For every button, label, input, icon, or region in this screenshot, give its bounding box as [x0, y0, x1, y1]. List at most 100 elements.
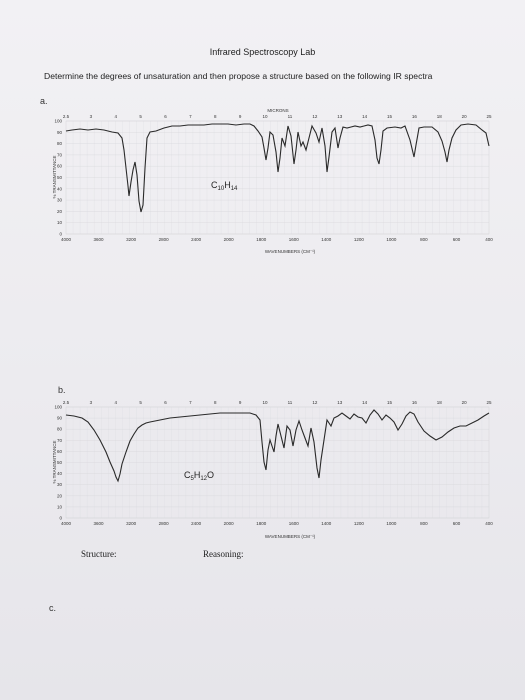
spectrum-b-micron-tick-label: 6 [164, 400, 167, 405]
spectrum-b-micron-tick-label: 4 [115, 400, 118, 405]
spectrum-b-micron-tick-label: 11 [288, 400, 293, 405]
spectrum-a-x-axis-label: WAVENUMBERS (CM⁻¹) [265, 249, 316, 254]
spectrum-a-micron-tick-label: 5 [139, 114, 142, 119]
spectrum-a-y-tick-label: 70 [57, 152, 63, 157]
spectrum-a-x-tick-label: 1800 [256, 237, 267, 242]
spectrum-a-y-tick-label: 30 [57, 198, 63, 203]
spectrum-a-micron-tick-label: 13 [337, 114, 343, 119]
spectrum-a-micron-tick-label: 4 [115, 114, 118, 119]
spectrum-a-x-tick-label: 4000 [61, 237, 72, 242]
spectrum-a-y-tick-label: 0 [59, 232, 62, 237]
spectrum-a-x-tick-label: 3600 [94, 237, 105, 242]
spectrum-b-micron-tick-label: 5 [139, 400, 142, 405]
spectrum-a-micron-tick-label: 15 [387, 114, 393, 119]
spectrum-a-y-tick-label: 60 [57, 164, 63, 169]
spectrum-b-x-tick-label: 400 [485, 521, 493, 526]
spectrum-b-micron-tick-label: 20 [462, 400, 468, 405]
spectrum-b-x-tick-label: 1000 [386, 521, 397, 526]
spectrum-b-x-tick-label: 1400 [321, 521, 332, 526]
spectrum-b-micron-tick-label: 25 [486, 400, 492, 405]
spectrum-a-x-tick-label: 1000 [386, 237, 397, 242]
spectrum-a-micron-tick-label: 10 [263, 114, 269, 119]
spectrum-b-x-tick-label: 3200 [126, 521, 137, 526]
spectrum-b-x-tick-label: 3600 [94, 521, 105, 526]
spectrum-a-y-tick-label: 40 [57, 186, 63, 191]
spectrum-a-micron-tick-label: 25 [486, 114, 492, 119]
spectrum-b-micron-tick-label: 14 [362, 400, 368, 405]
spectrum-a-x-tick-label: 400 [485, 237, 493, 242]
spectrum-a-micron-tick-label: 6 [164, 114, 167, 119]
spectrum-b-micron-tick-label: 2.5 [63, 400, 70, 405]
spectrum-b-micron-tick-label: 7 [189, 400, 192, 405]
spectrum-a-y-tick-label: 90 [57, 130, 63, 135]
spectrum-a-micron-tick-label: 11 [288, 114, 293, 119]
spectrum-b-micron-tick-label: 10 [263, 400, 269, 405]
spectrum-b-x-tick-label: 2400 [191, 521, 202, 526]
spectrum-b-micron-tick-label: 8 [214, 400, 217, 405]
spectrum-a-x-tick-label: 1600 [289, 237, 300, 242]
reasoning-label: Reasoning: [203, 549, 244, 559]
spectrum-b-y-tick-label: 80 [57, 427, 63, 432]
spectrum-b-micron-tick-label: 15 [387, 400, 393, 405]
page-title: Infrared Spectroscopy Lab [209, 47, 316, 57]
spectrum-b-x-tick-label: 800 [420, 521, 428, 526]
spectrum-b-y-axis-label: % TRANSMITTANCE [52, 440, 57, 483]
spectrum-b-y-tick-label: 10 [57, 504, 63, 509]
spectrum-a-x-tick-label: 1200 [354, 237, 365, 242]
spectrum-a-y-tick-label: 20 [57, 209, 63, 214]
spectrum-a-micron-tick-label: 9 [239, 114, 242, 119]
spectrum-a-micron-tick-label: 20 [462, 114, 468, 119]
spectrum-b-y-tick-label: 0 [59, 516, 62, 521]
spectrum-a-micron-tick-label: 18 [437, 114, 443, 119]
spectrum-a-y-axis-label: % TRANSMITTANCE [52, 155, 57, 198]
spectrum-a-micron-tick-label: 16 [412, 114, 418, 119]
spectrum-b-y-tick-label: 100 [54, 405, 62, 410]
spectrum-b-x-tick-label: 1600 [289, 521, 300, 526]
spectrum-a-micron-tick-label: 12 [312, 114, 318, 119]
spectrum-a-y-tick-label: 100 [54, 119, 62, 124]
spectrum-b-x-tick-label: 1200 [354, 521, 365, 526]
spectrum-b-y-tick-label: 30 [57, 482, 63, 487]
section-b-label: b. [58, 385, 66, 395]
spectrum-b-x-tick-label: 1800 [256, 521, 267, 526]
spectrum-a-x-tick-label: 600 [453, 237, 461, 242]
spectrum-a-trace [65, 123, 490, 213]
spectrum-a-micron-tick-label: 2.5 [63, 114, 70, 119]
spectrum-a-x-tick-label: 3200 [126, 237, 137, 242]
spectrum-b-x-tick-label: 2000 [224, 521, 235, 526]
spectrum-b-micron-tick-label: 16 [412, 400, 418, 405]
section-c-label: c. [49, 603, 57, 613]
spectrum-a-y-tick-label: 50 [57, 175, 63, 180]
spectrum-b-micron-tick-label: 18 [437, 400, 443, 405]
spectrum-a-micron-tick-label: 7 [189, 114, 192, 119]
spectrum-b-micron-tick-label: 9 [239, 400, 242, 405]
instructions-text: Determine the degrees of unsaturation an… [44, 71, 433, 81]
spectrum-b-x-axis-label: WAVENUMBERS (CM⁻¹) [265, 534, 316, 539]
spectrum-b-y-tick-label: 20 [57, 493, 63, 498]
formula-c10h14: C10H14 [211, 180, 238, 192]
spectrum-a-x-tick-label: 2000 [224, 237, 235, 242]
spectrum-b-x-tick-label: 4000 [61, 521, 72, 526]
spectrum-b-y-tick-label: 70 [57, 438, 63, 443]
spectrum-b-micron-tick-label: 12 [312, 400, 318, 405]
spectrum-b-micron-tick-label: 13 [337, 400, 343, 405]
spectrum-a-micron-tick-label: 8 [214, 114, 217, 119]
formula-c5h12o: C5H12O [184, 470, 214, 482]
spectrum-a-x-tick-label: 2400 [191, 237, 202, 242]
spectrum-a-y-tick-label: 10 [57, 220, 63, 225]
spectrum-a-x-tick-label: 1400 [321, 237, 332, 242]
spectrum-a-x-tick-label: 2800 [159, 237, 170, 242]
spectrum-b-y-tick-label: 40 [57, 471, 63, 476]
spectrum-b-y-tick-label: 90 [57, 416, 63, 421]
structure-label: Structure: [81, 549, 117, 559]
spectrum-b-micron-tick-label: 3 [90, 400, 93, 405]
section-a-label: a. [40, 96, 48, 106]
spectrum-a-x-tick-label: 800 [420, 237, 428, 242]
spectrum-a-micron-tick-label: 3 [90, 114, 93, 119]
spectrum-a-microns-label: MICRONS [267, 108, 288, 113]
spectrum-b-y-tick-label: 60 [57, 449, 63, 454]
